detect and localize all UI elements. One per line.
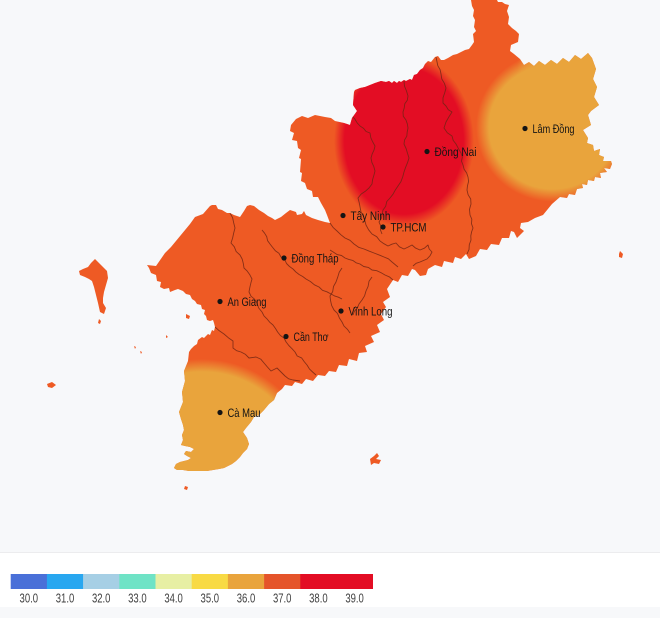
svg-text:30.0: 30.0 <box>20 592 39 606</box>
svg-text:Đồng Tháp: Đồng Tháp <box>292 252 339 266</box>
svg-text:32.0: 32.0 <box>92 592 111 606</box>
svg-text:TP.HCM: TP.HCM <box>391 221 427 235</box>
svg-text:39.0: 39.0 <box>345 592 364 606</box>
svg-text:38.0: 38.0 <box>309 592 328 606</box>
svg-text:33.0: 33.0 <box>128 592 147 606</box>
svg-text:Cà Mau: Cà Mau <box>228 406 261 420</box>
svg-text:Vĩnh Long: Vĩnh Long <box>349 305 393 319</box>
svg-text:37.0: 37.0 <box>273 592 292 606</box>
svg-text:31.0: 31.0 <box>56 592 75 606</box>
svg-text:Đồng Nai: Đồng Nai <box>435 145 477 159</box>
svg-text:An Giang: An Giang <box>228 295 267 309</box>
svg-text:35.0: 35.0 <box>201 592 220 606</box>
svg-text:Cần Thơ: Cần Thơ <box>294 330 329 344</box>
svg-text:34.0: 34.0 <box>164 592 183 606</box>
svg-text:Lâm Đồng: Lâm Đồng <box>533 122 575 136</box>
svg-text:Tây Ninh: Tây Ninh <box>351 209 391 223</box>
svg-text:36.0: 36.0 <box>237 592 256 606</box>
